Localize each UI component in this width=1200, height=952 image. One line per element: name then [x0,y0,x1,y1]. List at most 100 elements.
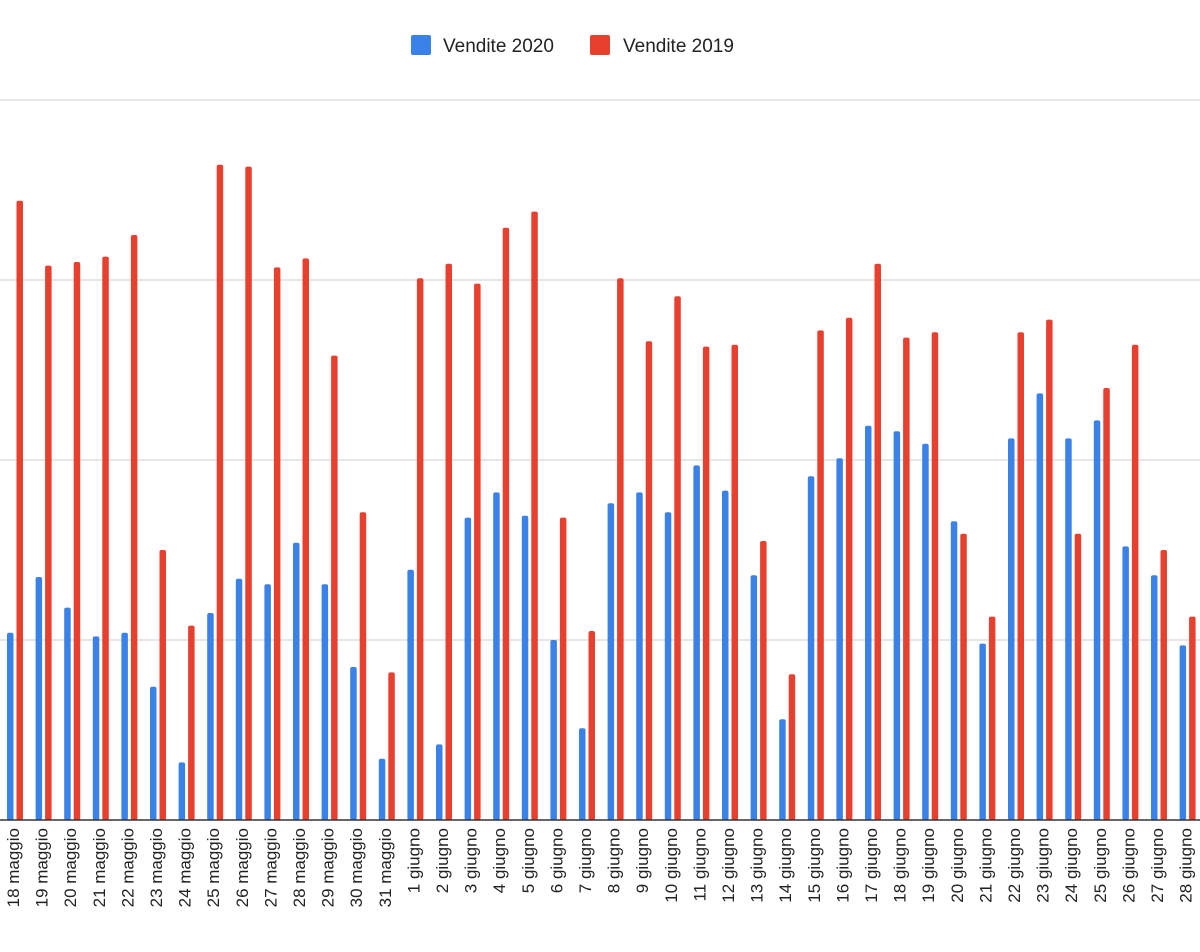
bar-vendite-2020 [150,686,157,820]
bar-vendite-2019 [45,265,52,821]
x-tick-label: 23 maggio [147,828,166,907]
bar-vendite-2020 [1093,420,1101,820]
bar-vendite-2019 [445,263,452,820]
x-tick-label: 3 giugno [462,828,481,893]
bar-vendite-2019 [817,330,824,820]
bar-vendite-2020 [121,632,128,820]
bar-vendite-2019 [388,672,395,820]
gridlines [0,99,1200,641]
bar-vendite-2019 [588,631,595,820]
x-tick-label: 16 giugno [833,828,852,903]
x-tick-label: 27 maggio [261,828,280,907]
legend-label-vendite-2019: Vendite 2019 [623,36,734,57]
bar-vendite-2019 [674,296,681,820]
x-tick-label: 28 giugno [1177,828,1196,903]
bar-vendite-2020 [807,476,815,820]
bar-vendite-2019 [359,512,367,820]
x-tick-label: 26 maggio [233,828,252,907]
x-tick-label: 22 maggio [118,828,137,907]
bar-vendite-2020 [436,744,443,820]
bar-vendite-2020 [722,490,729,820]
bar-vendite-2019 [645,341,653,820]
bar-vendite-2019 [559,517,567,820]
x-tick-label: 21 maggio [90,828,109,907]
x-tick-label: 11 giugno [690,828,709,901]
bar-vendite-2020 [464,517,472,820]
x-axis-ticks: 18 maggio 19 maggio 20 maggio 21 maggio 22 m… [4,828,1196,907]
bar-vendite-2019 [188,625,195,820]
x-tick-label: 25 maggio [204,828,223,907]
bar-vendite-2020 [664,512,672,820]
x-tick-label: 18 maggio [4,828,23,907]
bar-vendite-2020 [1122,546,1129,820]
bar-vendite-2020 [407,569,414,820]
bar-vendite-2020 [207,613,214,820]
bar-vendite-2020 [350,667,357,820]
legend-label-vendite-2020: Vendite 2020 [443,36,554,57]
bar-vendite-2019 [159,550,166,820]
x-tick-label: 31 maggio [376,828,395,907]
bar-vendite-2020 [550,640,557,820]
bar-vendite-2019 [1074,533,1082,820]
x-tick-label: 24 maggio [176,828,195,907]
x-tick-label: 22 giugno [1005,828,1024,903]
bar-vendite-2020 [607,503,615,820]
bar-vendite-2020 [865,425,872,820]
x-tick-label: 27 giugno [1148,828,1167,903]
bar-vendite-2020 [579,728,586,820]
bar-vendite-2020 [293,542,300,820]
bar-vendite-2020 [1179,645,1187,820]
bar-vendite-2019 [1103,388,1110,820]
legend-swatch-vendite-2019 [590,35,610,55]
bar-vendite-2019 [331,355,338,820]
bar-vendite-2019 [102,256,109,821]
bar-vendite-2019 [1131,344,1139,820]
bar-vendite-2019 [960,533,967,820]
x-tick-label: 17 giugno [862,828,881,903]
bar-vendite-2020 [235,578,243,820]
bar-vendite-2019 [931,332,939,820]
bar-vendite-2020 [1151,575,1158,820]
bar-vendite-2019 [1046,319,1053,820]
x-tick-label: 26 giugno [1119,828,1138,903]
bar-vendite-2020 [693,465,700,820]
bar-vendite-2019 [130,235,138,820]
bar-vendite-2019 [788,674,796,820]
x-tick-label: 1 giugno [404,828,423,893]
x-tick-label: 18 giugno [891,828,910,903]
bar-vendite-2020 [7,632,14,820]
bar-vendite-2020 [836,458,843,820]
x-tick-label: 23 giugno [1034,828,1053,903]
bar-vendite-2019 [474,283,481,821]
legend-swatch-vendite-2020 [411,35,431,55]
x-tick-label: 12 giugno [719,828,738,903]
bar-vendite-2020 [321,584,329,820]
bar-vendite-2020 [378,758,386,820]
x-tick-label: 13 giugno [748,828,767,903]
bar-vendite-2019 [617,278,624,820]
bar-vendite-2019 [903,337,910,820]
bar-vendite-2019 [16,200,23,821]
bar-vendite-2020 [979,643,986,820]
x-tick-label: 2 giugno [433,828,452,893]
bar-vendite-2020 [264,584,271,820]
x-tick-label: 14 giugno [776,828,795,903]
bar-vendite-2019 [502,227,510,821]
x-tick-label: 5 giugno [519,828,538,893]
bar-vendite-2020 [779,719,786,820]
bar-vendite-2019 [1017,332,1024,820]
bar-vendite-2020 [92,636,100,820]
x-tick-label: 7 giugno [576,828,595,893]
bar-vendite-2019 [273,267,281,820]
bar-vendite-2019 [702,346,710,820]
bar-vendite-2020 [893,431,901,820]
bar-vendite-2019 [731,344,738,820]
bar-vendite-2020 [922,443,929,820]
x-tick-label: 28 maggio [290,828,309,907]
bar-vendite-2019 [416,278,424,820]
bar-vendite-2020 [1036,393,1044,820]
x-tick-label: 25 giugno [1091,828,1110,903]
x-tick-label: 15 giugno [805,828,824,903]
bar-vendite-2019 [760,541,767,820]
